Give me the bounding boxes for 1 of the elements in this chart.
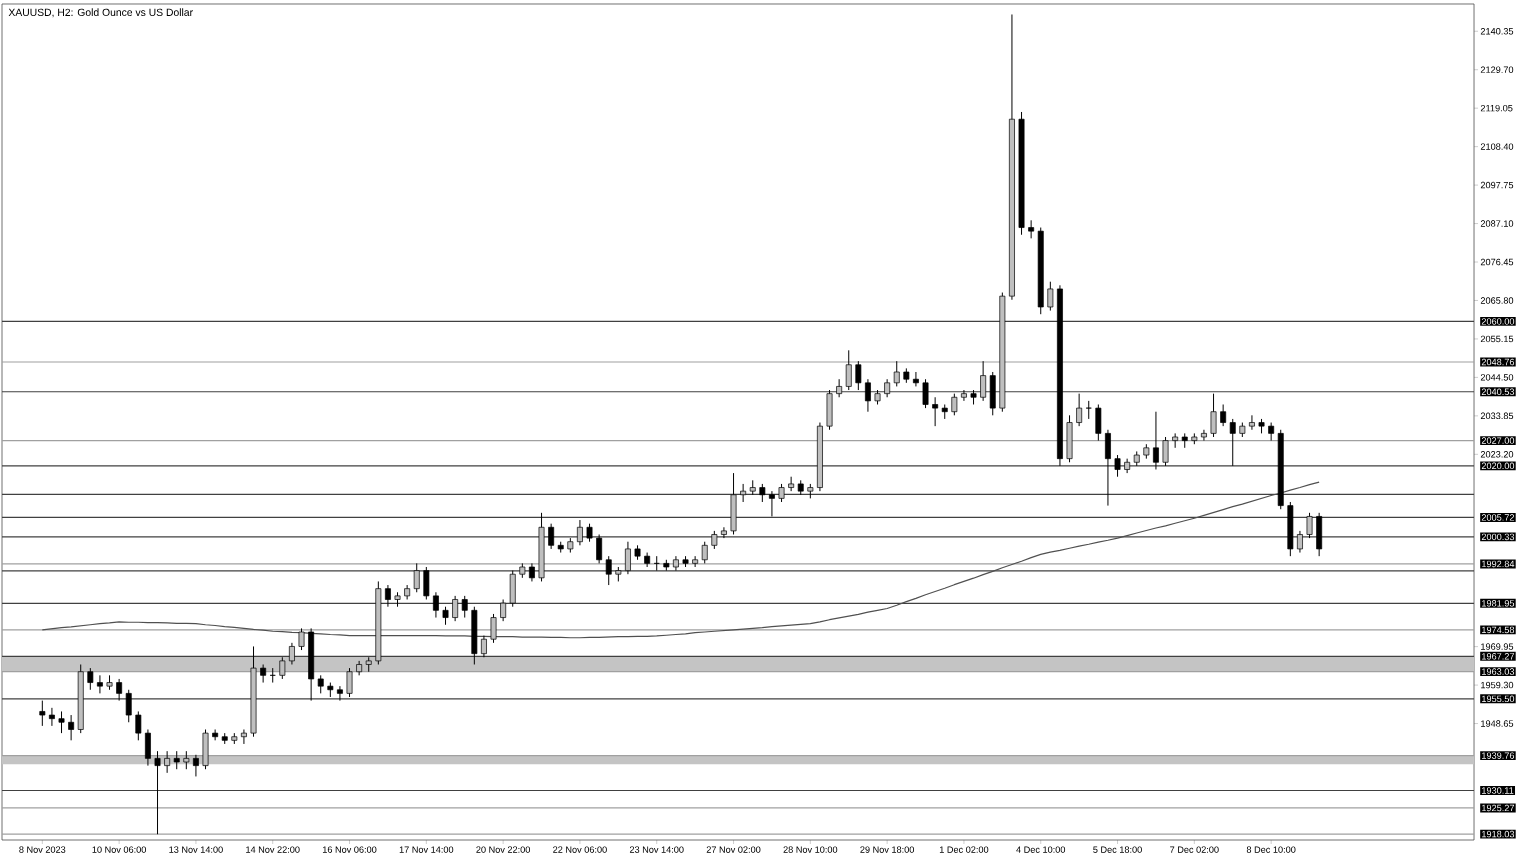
- candlestick: [1085, 400, 1092, 420]
